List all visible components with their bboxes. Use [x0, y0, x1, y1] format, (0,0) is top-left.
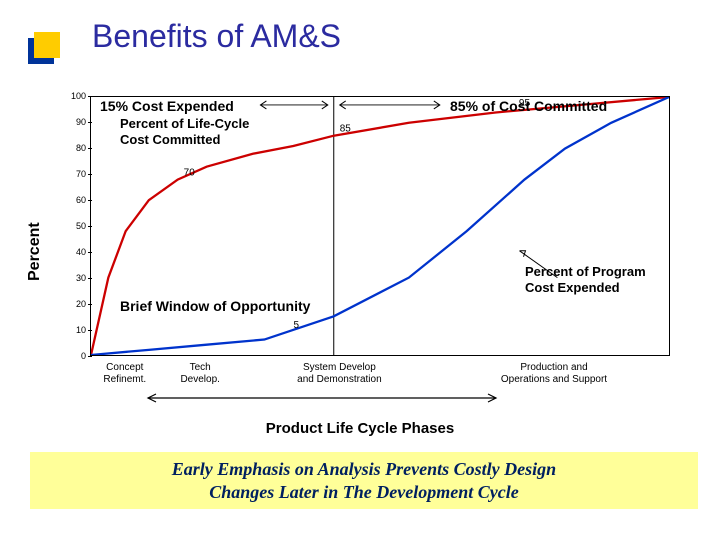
- y-tick: 80: [66, 143, 86, 153]
- page-title: Benefits of AM&S: [92, 18, 341, 55]
- y-tick: 20: [66, 299, 86, 309]
- y-tick: 60: [66, 195, 86, 205]
- chart: Percent 7085955 0102030405060708090100 1…: [30, 86, 690, 396]
- header-right: 85% of Cost Committed: [450, 98, 607, 114]
- y-tick: 50: [66, 221, 86, 231]
- value-label: 70: [184, 168, 196, 179]
- phase-label: Production andOperations and Support: [494, 362, 614, 386]
- y-tick: 70: [66, 169, 86, 179]
- y-tick: 0: [66, 351, 86, 361]
- callout-line1: Early Emphasis on Analysis Prevents Cost…: [34, 458, 694, 481]
- y-tick: 10: [66, 325, 86, 335]
- phase-label: TechDevelop.: [140, 362, 260, 386]
- y-tick: 100: [66, 91, 86, 101]
- expended-curve-label: Percent of Program Cost Expended: [525, 264, 646, 295]
- title-bullet: [28, 38, 54, 64]
- opportunity-label: Brief Window of Opportunity: [120, 298, 310, 314]
- value-label: 85: [340, 124, 352, 135]
- callout-box: Early Emphasis on Analysis Prevents Cost…: [30, 452, 698, 509]
- y-axis-label: Percent: [26, 222, 44, 281]
- header-left: 15% Cost Expended: [100, 98, 234, 114]
- phases-title: Product Life Cycle Phases: [0, 420, 720, 437]
- callout-line2: Changes Later in The Development Cycle: [34, 481, 694, 504]
- y-tick: 40: [66, 247, 86, 257]
- value-label: 5: [293, 320, 299, 331]
- phases-arrow: [90, 390, 670, 406]
- phase-label: System Developand Demonstration: [279, 362, 399, 386]
- y-tick: 90: [66, 117, 86, 127]
- committed-curve-label: Percent of Life-Cycle Cost Committed: [120, 116, 249, 147]
- y-tick: 30: [66, 273, 86, 283]
